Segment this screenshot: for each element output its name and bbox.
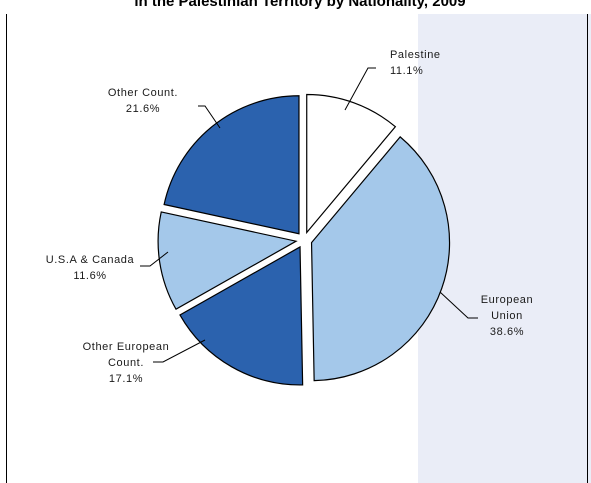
slice-label-other-count: Other Count. 21.6% — [108, 87, 178, 115]
slice-value-palestine: 11.1% — [390, 65, 423, 77]
labels-layer: Palestine 11.1% European Union 38.6% Other Eu… — [46, 49, 534, 385]
pie-slice-palestine — [306, 93, 397, 235]
slice-category-european-union: European — [481, 294, 534, 306]
slice-category-european-union: Union — [491, 310, 523, 322]
pie-slice-usa-canada — [157, 211, 298, 311]
leader-line-other-count — [198, 105, 221, 129]
slice-value-other-count: 21.6% — [126, 103, 160, 115]
leader-line-european-union — [439, 291, 478, 319]
slice-category-other-count: Other Count. — [108, 87, 178, 99]
slice-category-palestine: Palestine — [390, 49, 441, 61]
slice-value-european-union: 38.6% — [490, 326, 524, 338]
slice-category-other-european: Other European — [83, 341, 170, 353]
pie-slice-other-european — [179, 245, 304, 386]
pie-slice-european-union — [310, 136, 451, 382]
slice-value-usa-canada: 11.6% — [73, 270, 106, 282]
slice-label-other-european: Other European Count. 17.1% — [83, 341, 170, 385]
leader-line-palestine — [344, 67, 376, 111]
slices-layer — [157, 93, 451, 386]
chart-title: in the Palestinian Territory by National… — [134, 0, 465, 10]
slice-label-palestine: Palestine 11.1% — [390, 49, 441, 77]
leader-line-usa-canada — [140, 251, 169, 267]
slice-category-usa-canada: U.S.A & Canada — [46, 254, 135, 266]
pie-slice-other-count — [163, 95, 300, 235]
slice-label-european-union: European Union 38.6% — [481, 294, 534, 338]
leader-line-other-european — [153, 339, 206, 363]
slice-label-usa-canada: U.S.A & Canada 11.6% — [46, 254, 135, 282]
slice-category-other-european: Count. — [108, 357, 144, 369]
slice-value-other-european: 17.1% — [109, 373, 143, 385]
